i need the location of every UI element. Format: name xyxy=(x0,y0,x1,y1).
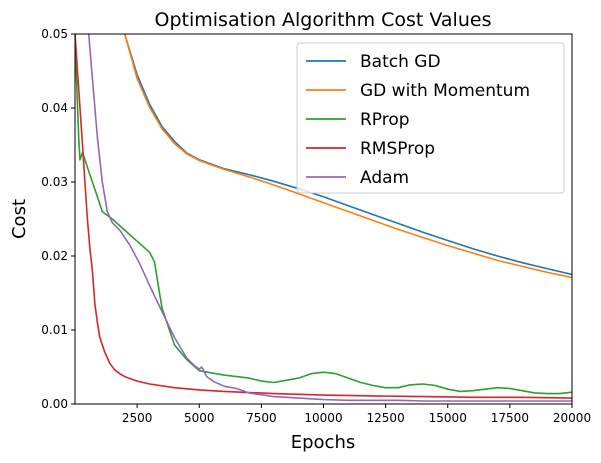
y-axis-title: Cost xyxy=(9,199,30,239)
legend-label: RProp xyxy=(360,110,410,130)
y-axis: 0.00 0.01 0.02 0.03 0.04 0.05 xyxy=(41,27,75,411)
legend-label: GD with Momentum xyxy=(360,81,530,101)
legend-label: RMSProp xyxy=(360,139,435,159)
legend-label: Batch GD xyxy=(360,52,441,72)
x-tick-label: 2500 xyxy=(122,411,153,425)
chart-title: Optimisation Algorithm Cost Values xyxy=(155,9,492,31)
series-line-rmsprop xyxy=(75,34,572,399)
y-tick-label: 0.04 xyxy=(41,101,68,115)
x-tick-label: 7500 xyxy=(246,411,277,425)
legend-label: Adam xyxy=(360,168,409,188)
x-tick-label: 10000 xyxy=(304,411,342,425)
x-tick-label: 20000 xyxy=(553,411,591,425)
series-line-adam xyxy=(87,34,572,402)
x-axis-title: Epochs xyxy=(291,432,356,453)
y-tick-label: 0.02 xyxy=(41,249,68,263)
y-tick-label: 0.03 xyxy=(41,175,68,189)
x-tick-label: 17500 xyxy=(491,411,529,425)
series-line-rprop xyxy=(75,34,572,395)
y-tick-label: 0.00 xyxy=(41,397,68,411)
x-tick-label: 5000 xyxy=(184,411,215,425)
y-tick-label: 0.01 xyxy=(41,323,68,337)
legend: Batch GD GD with Momentum RProp RMSProp Adam xyxy=(296,42,565,194)
series-line-gd-with-momentum xyxy=(123,34,572,279)
x-tick-label: 12500 xyxy=(367,411,405,425)
x-axis: 2500 5000 7500 10000 12500 15000 17500 20000 xyxy=(122,404,591,425)
y-tick-label: 0.05 xyxy=(41,27,68,41)
legend-box xyxy=(296,42,565,194)
series-layer xyxy=(75,34,572,402)
x-tick-label: 15000 xyxy=(429,411,467,425)
